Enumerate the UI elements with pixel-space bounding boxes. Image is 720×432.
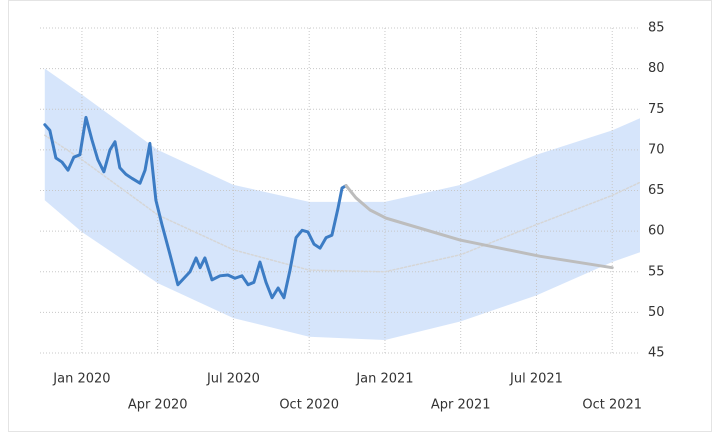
y-tick-label: 55 xyxy=(648,264,665,279)
x-tick-label: Oct 2021 xyxy=(582,398,642,413)
y-tick-label: 80 xyxy=(648,61,665,76)
x-tick-label: Jul 2021 xyxy=(509,372,563,387)
x-tick-label: Apr 2020 xyxy=(128,398,188,413)
y-tick-label: 65 xyxy=(648,183,665,198)
series-line xyxy=(344,184,614,270)
line-layer xyxy=(43,115,641,300)
grid-layer xyxy=(40,27,640,354)
y-tick-label: 75 xyxy=(648,102,665,117)
x-tick-label: Jan 2021 xyxy=(355,372,413,387)
y-tick-label: 85 xyxy=(648,21,665,36)
y-tick-label: 50 xyxy=(648,305,665,320)
label-layer: 45 50 55 60 65 70 75 80 85 Jan 2020 Apr 2020 Jul 20… xyxy=(52,21,664,413)
series-line xyxy=(43,115,348,300)
x-tick-label: Jan 2020 xyxy=(52,372,110,387)
x-tick-label: Jul 2020 xyxy=(206,372,260,387)
series-line xyxy=(44,134,641,273)
y-tick-label: 45 xyxy=(648,346,665,361)
x-tick-label: Oct 2020 xyxy=(279,398,339,413)
x-tick-label: Apr 2021 xyxy=(431,398,491,413)
y-tick-label: 70 xyxy=(648,142,665,157)
y-tick-label: 60 xyxy=(648,224,665,239)
